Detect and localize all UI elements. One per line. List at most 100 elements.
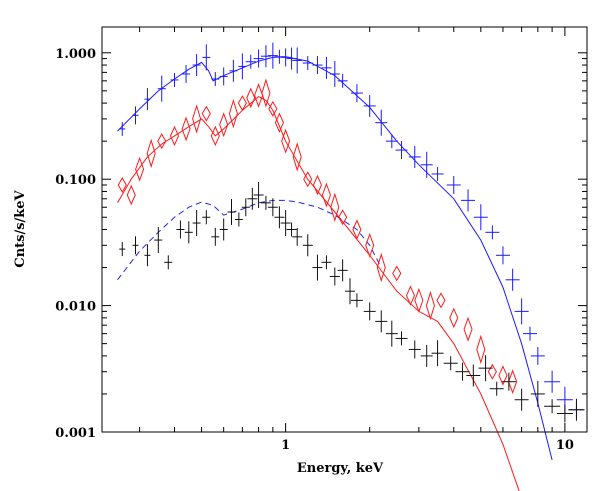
data-point — [544, 370, 561, 393]
data-point — [146, 138, 156, 169]
data-point — [157, 75, 166, 102]
data-point — [530, 380, 545, 407]
data-point — [267, 42, 278, 69]
data-point — [337, 73, 348, 88]
data-point — [238, 53, 247, 80]
data-point — [274, 206, 285, 229]
data-point — [253, 49, 264, 68]
data-point — [245, 54, 256, 69]
data-point — [211, 227, 220, 246]
data-point — [274, 112, 284, 133]
data-point — [144, 88, 151, 111]
data-point — [478, 355, 493, 382]
data-point — [280, 210, 291, 237]
data-point — [260, 195, 271, 210]
data-point — [443, 356, 458, 371]
data-point — [425, 290, 435, 321]
data-point — [201, 105, 211, 122]
data-point — [461, 189, 476, 212]
data-point — [157, 133, 167, 150]
data-point — [286, 47, 297, 70]
data-point — [117, 176, 127, 193]
plot-frame — [101, 26, 588, 433]
data-point — [302, 56, 313, 71]
data-point — [395, 331, 408, 346]
data-point — [192, 54, 201, 77]
y-tick-label: 0.010 — [55, 300, 96, 315]
data-point — [176, 220, 185, 239]
data-point — [247, 187, 258, 210]
data-point — [119, 242, 126, 257]
y-tick-label: 1.000 — [55, 47, 96, 62]
data-point — [181, 116, 191, 142]
data-point — [192, 210, 201, 237]
tick-labels: 1 10 0.001 0.010 0.100 1.000 — [55, 47, 574, 453]
data-point — [556, 404, 573, 423]
data-point — [302, 234, 313, 257]
data-point — [385, 134, 398, 149]
data-point — [169, 125, 180, 147]
x-tick-label: 10 — [556, 438, 574, 453]
data-point — [274, 49, 285, 64]
data-point — [254, 82, 264, 108]
data-point — [210, 125, 220, 147]
data-point — [473, 204, 488, 231]
data-point — [414, 287, 424, 313]
data-point — [375, 310, 388, 333]
data-point — [292, 227, 303, 246]
y-axis-label: Cnts/s/keV — [13, 189, 28, 267]
data-point — [344, 278, 355, 305]
data-point — [211, 72, 220, 87]
data-point — [476, 334, 486, 365]
data-point — [544, 399, 561, 414]
data-point — [329, 267, 340, 286]
data-point — [405, 285, 416, 306]
data-point — [229, 59, 238, 82]
model-curve-2 — [117, 96, 520, 491]
data-point — [376, 252, 386, 283]
data-point — [436, 292, 446, 309]
data-point — [292, 142, 302, 172]
model-curve-1 — [117, 56, 553, 461]
data-point — [352, 219, 362, 240]
data-point — [126, 184, 136, 206]
data-point — [292, 47, 303, 74]
data-point — [182, 64, 191, 83]
data-point — [329, 60, 340, 87]
data-point — [228, 98, 238, 129]
data-point — [350, 84, 363, 103]
data-point — [261, 78, 271, 108]
data-point — [164, 255, 173, 270]
data-point — [303, 171, 313, 188]
data-point — [385, 320, 398, 347]
data-point — [144, 244, 151, 267]
data-point — [408, 340, 421, 359]
data-point — [485, 225, 500, 240]
data-point — [281, 128, 291, 154]
data-point — [568, 398, 585, 421]
data-point — [132, 106, 139, 125]
data-point — [514, 388, 529, 411]
data-point — [312, 56, 323, 75]
data-point — [337, 259, 348, 282]
data-point — [514, 298, 529, 325]
data-point — [505, 268, 520, 291]
data-point — [431, 340, 444, 367]
data-point — [192, 104, 202, 134]
data-point — [241, 198, 250, 217]
data-point — [219, 218, 228, 241]
data-point — [408, 145, 421, 168]
data-point — [495, 246, 510, 265]
data-point — [350, 293, 363, 308]
data-point — [312, 174, 322, 196]
data-point — [219, 112, 229, 138]
data-point — [321, 182, 331, 208]
data-point — [135, 156, 145, 182]
data-point — [530, 346, 545, 365]
data-point — [234, 212, 243, 227]
data-point — [363, 302, 376, 321]
data-point — [508, 369, 518, 395]
data-point — [363, 94, 376, 117]
data-point — [237, 95, 247, 112]
